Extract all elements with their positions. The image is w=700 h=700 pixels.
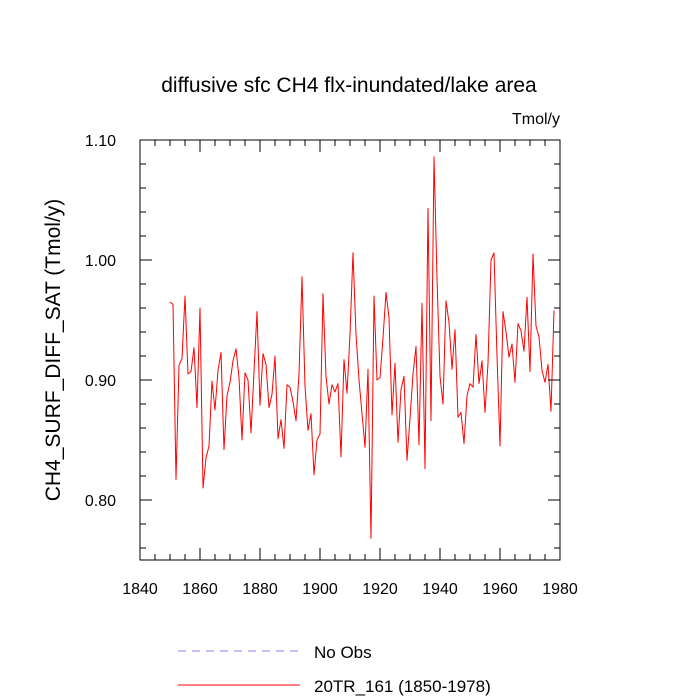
x-tick-label: 1860 bbox=[182, 581, 218, 598]
x-tick-label: 1900 bbox=[302, 581, 338, 598]
x-tick-label: 1980 bbox=[542, 581, 578, 598]
x-tick-label: 1940 bbox=[422, 581, 458, 598]
units-label: Tmol/y bbox=[512, 111, 560, 128]
x-tick-label: 1880 bbox=[242, 581, 278, 598]
y-tick-label: 1.10 bbox=[85, 133, 116, 150]
x-axis: 1840 1860 1880 1900 1920 1940 1960 1980 bbox=[122, 140, 578, 598]
y-tick-label: 0.80 bbox=[85, 493, 116, 510]
series-layer bbox=[169, 156, 555, 539]
x-tick-label: 1840 bbox=[122, 581, 158, 598]
chart-title: diffusive sfc CH4 flx-inundated/lake are… bbox=[161, 74, 537, 97]
legend-label-no-obs: No Obs bbox=[314, 643, 372, 662]
y-axis-label: CH4_SURF_DIFF_SAT (Tmol/y) bbox=[42, 199, 65, 502]
x-tick-label: 1920 bbox=[362, 581, 398, 598]
y-axis: 0.80 0.90 1.00 1.10 bbox=[85, 133, 560, 549]
legend: No Obs 20TR_161 (1850-1978) bbox=[178, 643, 491, 696]
y-tick-label: 1.00 bbox=[85, 253, 116, 270]
y-tick-label: 0.90 bbox=[85, 373, 116, 390]
series-line-1 bbox=[169, 156, 555, 539]
x-tick-label: 1960 bbox=[482, 581, 518, 598]
legend-label-20tr-161: 20TR_161 (1850-1978) bbox=[314, 677, 491, 696]
